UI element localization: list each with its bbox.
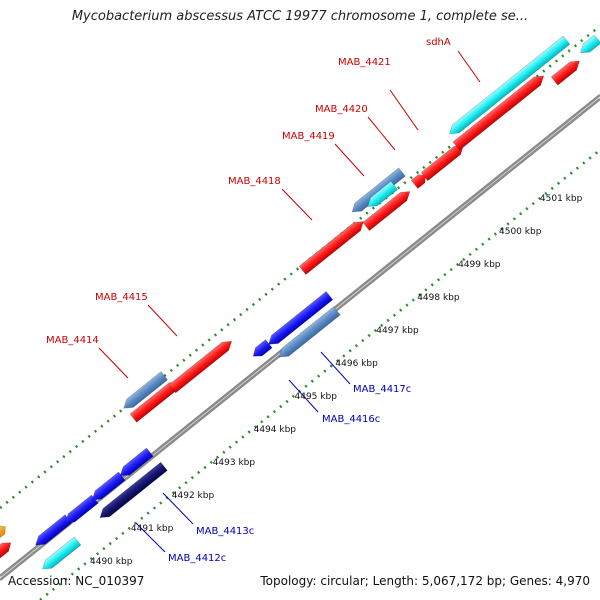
- map-title: Mycobacterium abscessus ATCC 19977 chrom…: [71, 9, 529, 24]
- gene-steel-1: [123, 371, 168, 409]
- gene-label-mab-4416c: MAB_4416c: [322, 414, 380, 425]
- gene-label-mab-4419: MAB_4419: [282, 131, 335, 142]
- gene-label-mab-4414: MAB_4414: [46, 335, 99, 346]
- gene-blue-3: [91, 471, 126, 501]
- scale-label-4493: 4493 kbp: [213, 458, 256, 468]
- gene-blue-4: [119, 447, 154, 477]
- leader-mab-4417c: [320, 351, 351, 385]
- scale-label-4495: 4495 kbp: [295, 392, 338, 402]
- gene-edge-red: [0, 542, 12, 560]
- leader-mab-4413c: [162, 492, 194, 525]
- gene-label-mab-4417c: MAB_4417c: [353, 384, 411, 395]
- gene-label-sdha: sdhA: [426, 37, 451, 48]
- scale-labels: 4490 kbp 4491 kbp 4492 kbp 4493 kbp 4494 kbp…: [90, 194, 583, 567]
- gene-label-mab-4420: MAB_4420: [315, 104, 368, 115]
- scale-label-4492: 4492 kbp: [172, 491, 215, 501]
- gene-cyan-edge: [579, 34, 600, 54]
- scale-label-4491: 4491 kbp: [131, 524, 174, 534]
- gene-label-mab-4415: MAB_4415: [95, 292, 148, 303]
- gene-blue-2: [64, 494, 99, 524]
- scale-label-4497: 4497 kbp: [376, 326, 419, 336]
- scale-label-4501: 4501 kbp: [540, 194, 583, 204]
- gene-cyan-sdhA: [449, 35, 571, 135]
- gene-red-4420: [410, 174, 426, 189]
- leader-mab-4421: [389, 89, 419, 131]
- gene-cyan-4419: [367, 180, 398, 207]
- gene-red-edge: [550, 60, 580, 86]
- gene-blue-small: [252, 339, 273, 357]
- gene-features: [0, 34, 600, 570]
- gene-steel-4417c: [278, 306, 341, 358]
- gene-red-sdhA: [452, 75, 545, 151]
- gene-label-mab-4421: MAB_4421: [338, 57, 391, 68]
- leader-sdha: [457, 50, 481, 83]
- leader-mab-4418: [281, 188, 313, 221]
- scale-label-4496: 4496 kbp: [335, 359, 378, 369]
- scale-label-4494: 4494 kbp: [254, 425, 297, 435]
- gene-red-4418: [298, 221, 364, 275]
- label-leaders: [98, 50, 481, 553]
- leader-mab-4419: [334, 143, 365, 177]
- gene-label-mab-4413c: MAB_4413c: [196, 526, 254, 537]
- gene-edge-orange: [0, 525, 6, 540]
- gene-label-mab-4418: MAB_4418: [228, 176, 281, 187]
- gene-navy-4413c: [99, 461, 168, 518]
- gene-label-mab-4412c: MAB_4412c: [168, 553, 226, 564]
- gene-red-4415: [168, 340, 233, 394]
- tick-dots-inner: [39, 148, 600, 600]
- leader-mab-4416c: [288, 379, 319, 413]
- scale-label-4500: 4500 kbp: [499, 227, 542, 237]
- gene-cyan-4412c: [42, 536, 82, 570]
- tick-row-inner: [39, 148, 600, 600]
- gene-blue-4416c: [268, 291, 334, 345]
- scale-label-4499: 4499 kbp: [458, 260, 501, 270]
- leader-mab-4414: [98, 347, 129, 379]
- accession-text: Accession: NC_010397: [8, 574, 145, 588]
- gene-red-4419: [362, 191, 411, 232]
- leader-mab-4420: [367, 116, 396, 151]
- gene-red-4421: [420, 145, 464, 182]
- gene-steel-4419: [351, 167, 406, 213]
- leader-mab-4415: [147, 304, 178, 337]
- scale-label-4490: 4490 kbp: [90, 557, 133, 567]
- gene-labels: sdhA MAB_4421 MAB_4420 MAB_4419 MAB_4418 MAB_…: [46, 37, 451, 564]
- scale-label-4498: 4498 kbp: [417, 293, 460, 303]
- leader-mab-4412c: [135, 522, 166, 553]
- topology-summary: Topology: circular; Length: 5,067,172 bp…: [260, 574, 590, 588]
